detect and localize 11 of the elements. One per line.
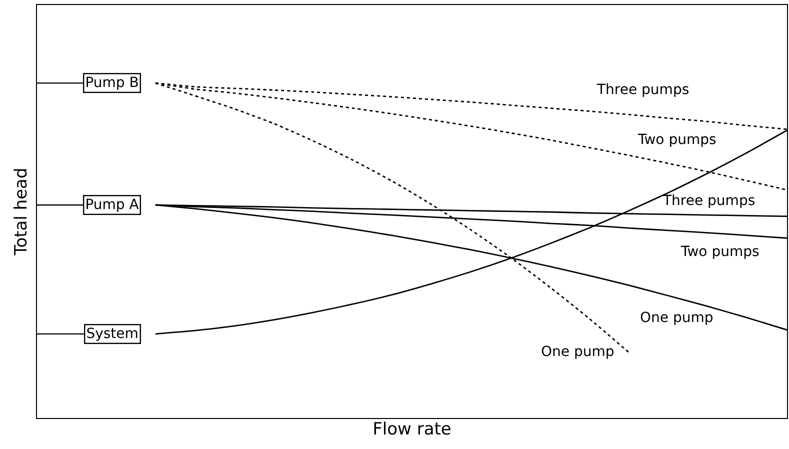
x-axis-title: Flow rate: [372, 420, 452, 440]
annotation: Pump A: [85, 197, 140, 214]
series-label: Three pumps: [662, 193, 756, 209]
annotation: Pump B: [85, 75, 139, 92]
series-label: Three pumps: [596, 82, 690, 98]
annotation: System: [86, 326, 138, 342]
y-axis-title: Total head: [11, 168, 32, 256]
series-label: Two pumps: [680, 244, 760, 260]
series-label: One pump: [640, 310, 714, 326]
series-label: One pump: [541, 344, 614, 360]
series-label: Two pumps: [637, 132, 716, 148]
